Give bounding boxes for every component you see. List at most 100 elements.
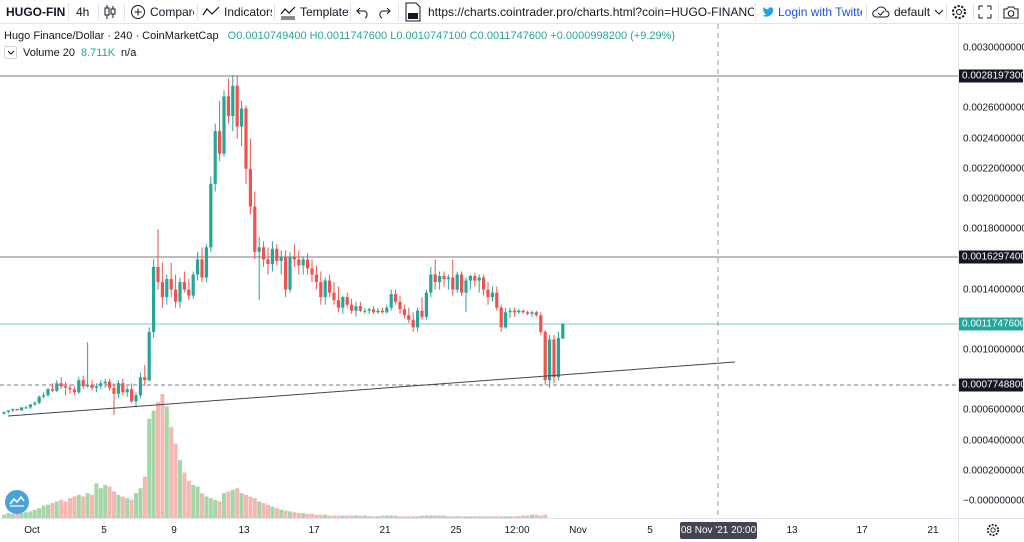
candle [499,304,503,332]
volume-bar [499,516,504,518]
undo-button[interactable] [356,0,372,23]
candle [284,250,288,298]
legend-high: H0.0011747600 [309,30,388,42]
volume-bar [288,511,292,518]
candle-body [33,402,37,405]
candle [468,274,472,290]
candle-body [244,108,248,169]
candle-body [165,279,169,298]
volume-bar [362,515,367,518]
symbol-search-button[interactable]: HUGO-FINA [6,0,66,23]
volume-bar [442,515,446,518]
candle-body [235,85,239,127]
legend-open: O0.0010749400 [227,30,307,42]
candle [539,312,543,335]
candle [385,304,389,314]
volume-bar [186,480,191,518]
candle [411,312,415,332]
candle [482,274,486,296]
templates-button[interactable]: Templates [280,0,348,23]
volume-bar [266,504,270,518]
screenshot-button[interactable] [1003,0,1021,23]
volume-bar [156,402,160,518]
candle [11,408,15,412]
candle [178,277,182,308]
candle-body [174,289,178,302]
time-tick-label: 13 [786,525,798,536]
candle [125,386,129,397]
volume-bar [508,516,512,518]
indicators-button[interactable]: Indicators [202,0,272,23]
candle-body [336,300,340,308]
candle [240,100,244,147]
candle [209,176,213,252]
candle-body [512,310,516,313]
volume-bar [530,514,534,518]
volume-bar [415,516,420,518]
trend-line[interactable] [7,361,736,417]
volume-bar [107,486,112,518]
candle [200,247,204,283]
volume-bar [521,515,526,518]
candle [420,297,424,320]
redo-button[interactable] [377,0,393,23]
fullscreen-icon [978,5,992,19]
high-price-marker: 0.0028197300 [959,69,1024,83]
volume-bar [534,514,539,518]
candle [130,383,134,403]
interval-button[interactable]: 4h [76,0,96,23]
cointrader-logo[interactable] [5,490,29,514]
chevron-down-icon [934,8,944,16]
volume-bar [112,491,116,518]
chart-style-button[interactable] [103,0,121,23]
axis-settings-button[interactable] [986,523,1002,539]
candle-body [187,289,191,296]
price-tick-label: −0.0000000000 [963,495,1024,507]
volume-legend: Volume 20 8.711K n/a [4,46,136,59]
volume-bar [481,516,486,518]
candle [504,307,508,329]
candle-body [464,280,468,293]
candle [160,262,164,308]
settings-button[interactable] [951,0,969,23]
time-tick-label: 17 [856,525,868,536]
volume-bar [147,418,152,518]
candle [556,331,560,381]
candle-body [231,85,235,116]
url-bar[interactable]: https://charts.cointrader.pro/charts.htm… [404,0,754,23]
compare-button[interactable]: Compare [130,0,194,23]
price-axis[interactable]: 0.0030000000 0.0026000000 0.0024000000 0.00… [958,24,1024,518]
candle-body [15,408,19,411]
candle-body [248,168,252,207]
volume-bar [428,515,433,518]
candle-body [548,339,552,381]
candle [55,380,59,393]
login-twitter-button[interactable]: Login with Twitter [762,0,862,23]
chevron-down-icon [7,47,15,59]
indicators-icon [202,5,220,19]
layout-save-button[interactable]: default [872,0,946,23]
volume-bar [345,515,350,518]
collapse-button[interactable] [4,46,17,59]
candle-body [90,384,94,388]
chart-pane[interactable]: Hugo Finance/Dollar · 240 · CoinMarketCa… [0,24,958,518]
volume-value: 8.711K [80,46,116,59]
price-chart[interactable] [0,24,958,518]
candle [310,259,314,283]
fullscreen-button[interactable] [978,0,996,23]
candle-body [253,206,257,252]
templates-label: Templates [300,4,348,19]
volume-bar [103,484,108,518]
volume-bar [63,501,68,518]
camera-icon [1003,5,1019,19]
candle [94,383,98,393]
volume-bar [446,516,451,518]
candle-body [504,312,508,328]
candle [473,272,477,287]
candle [156,229,160,290]
volume-bar [32,509,37,518]
candle [59,377,63,390]
volume-bar [477,516,482,518]
time-tick-label: Oct [24,525,40,536]
